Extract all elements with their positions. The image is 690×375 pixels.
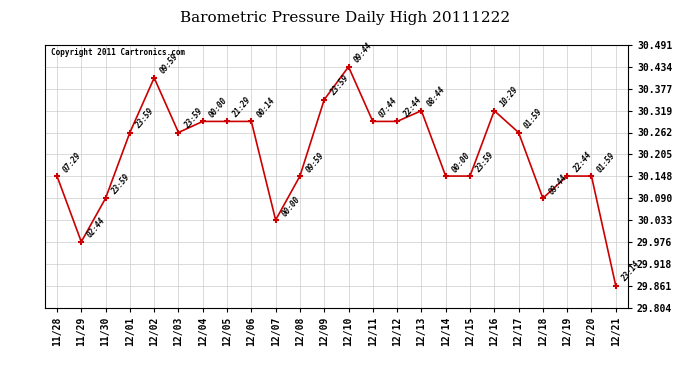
Text: 09:44: 09:44 bbox=[547, 172, 569, 196]
Text: 23:14: 23:14 bbox=[620, 260, 642, 284]
Text: 09:59: 09:59 bbox=[158, 52, 180, 76]
Text: 00:14: 00:14 bbox=[255, 96, 277, 119]
Text: 10:29: 10:29 bbox=[498, 85, 520, 108]
Text: 23:59: 23:59 bbox=[474, 150, 496, 174]
Text: 23:59: 23:59 bbox=[134, 107, 156, 130]
Text: 07:44: 07:44 bbox=[377, 96, 399, 119]
Text: 08:44: 08:44 bbox=[426, 85, 447, 108]
Text: 02:44: 02:44 bbox=[86, 216, 107, 240]
Text: 22:44: 22:44 bbox=[571, 150, 593, 174]
Text: Barometric Pressure Daily High 20111222: Barometric Pressure Daily High 20111222 bbox=[180, 11, 510, 25]
Text: 09:59: 09:59 bbox=[304, 150, 326, 174]
Text: 23:59: 23:59 bbox=[110, 172, 132, 196]
Text: 09:44: 09:44 bbox=[353, 41, 375, 64]
Text: 00:00: 00:00 bbox=[280, 194, 302, 218]
Text: 07:29: 07:29 bbox=[61, 150, 83, 174]
Text: 23:59: 23:59 bbox=[183, 107, 204, 130]
Text: 21:29: 21:29 bbox=[231, 96, 253, 119]
Text: 01:59: 01:59 bbox=[523, 107, 544, 130]
Text: 00:00: 00:00 bbox=[207, 96, 228, 119]
Text: 00:00: 00:00 bbox=[450, 150, 472, 174]
Text: 01:59: 01:59 bbox=[595, 150, 618, 174]
Text: Copyright 2011 Cartronics.com: Copyright 2011 Cartronics.com bbox=[50, 48, 185, 57]
Text: 22:44: 22:44 bbox=[402, 96, 423, 119]
Text: 23:59: 23:59 bbox=[328, 74, 350, 98]
